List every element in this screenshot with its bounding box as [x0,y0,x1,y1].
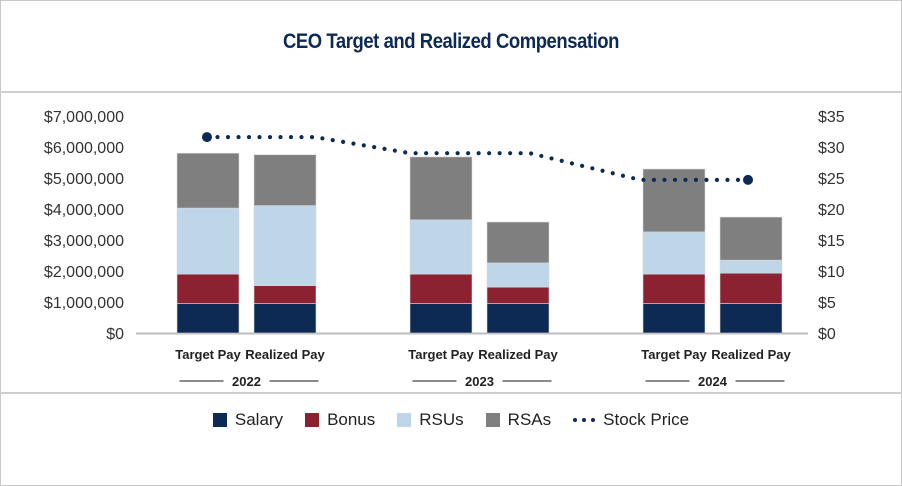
y-right-tick-label: $20 [818,202,845,219]
bar-segment-rsus [642,231,706,275]
x-tick-label: Target Pay [641,347,707,362]
y-right-tick-label: $10 [818,264,845,281]
bar-segment-bonus [719,272,783,304]
bar-segment-bonus [409,273,473,304]
legend-label: Stock Price [603,410,690,429]
legend-swatch-stock-price [573,418,596,422]
y-right-tick-label: $0 [818,326,836,343]
bar-segment-bonus [176,273,240,304]
bar-segment-salary [719,303,783,334]
legend-label: Salary [234,410,284,429]
bar-segment-rsas [253,154,317,206]
x-tick-label: Realized Pay [245,347,325,362]
bar-segment-rsas [409,156,473,221]
legend-label: RSUs [419,410,464,429]
x-tick-label: Target Pay [175,347,241,362]
legend-label: Bonus [327,410,376,429]
y-left-tick-label: $0 [106,326,124,343]
y-left-tick-label: $2,000,000 [44,264,124,281]
y-left-tick-label: $3,000,000 [44,233,124,250]
y-left-tick-label: $7,000,000 [44,109,124,126]
x-tick-label: Target Pay [408,347,474,362]
legend-swatch-salary [212,413,227,427]
y-left-tick-label: $6,000,000 [44,140,124,157]
y-right-tick-label: $35 [818,109,845,126]
legend-item-salary: Salary [212,410,284,430]
x-tick-label: Realized Pay [711,347,791,362]
legend-swatch-bonus [305,413,320,427]
legend-item-bonus: Bonus [305,410,375,430]
bar-segment-rsus [719,259,783,274]
bar-segment-rsus [253,205,317,286]
legend-swatch-rsas [485,413,500,427]
legend-item-rsus: RSUs [397,410,464,430]
bar-segment-rsas [486,221,550,264]
y-right-tick-label: $5 [818,295,836,312]
bar-segment-salary [486,303,550,334]
x-tick-label: Realized Pay [478,347,558,362]
bar-segment-bonus [253,285,317,304]
bar-segment-salary [642,303,706,334]
legend-label: RSAs [507,410,552,429]
bar-segment-bonus [642,273,706,304]
bar-segment-bonus [486,286,550,304]
y-left-tick-label: $5,000,000 [44,171,124,188]
y-right-tick-label: $25 [818,171,845,188]
stock-price-end-point [743,174,753,185]
legend: Salary Bonus RSUs RSAs Stock Price [0,410,902,430]
group-label: 2023 [465,374,494,389]
bar-segment-rsus [486,262,550,288]
legend-divider [0,392,902,394]
bar-segment-rsas [176,152,240,209]
legend-item-stock-price: Stock Price [573,410,689,430]
group-label: 2022 [232,374,261,389]
stock-price-start-point [202,132,212,143]
bar-segment-salary [253,303,317,334]
bar-segment-rsus [176,207,240,275]
title-divider [0,91,902,93]
chart-title: CEO Target and Realized Compensation [282,30,620,53]
y-right-tick-label: $15 [818,233,845,250]
y-right-tick-label: $30 [818,140,845,157]
y-left-tick-label: $1,000,000 [44,295,124,312]
stock-price-line [204,134,751,182]
bar-segment-salary [176,303,240,334]
legend-item-rsas: RSAs [485,410,552,430]
bar-segment-salary [409,303,473,334]
bar-segment-rsas [719,216,783,261]
bar-segment-rsus [409,219,473,275]
legend-swatch-rsus [397,413,412,427]
group-label: 2024 [698,374,728,389]
y-left-tick-label: $4,000,000 [44,202,124,219]
